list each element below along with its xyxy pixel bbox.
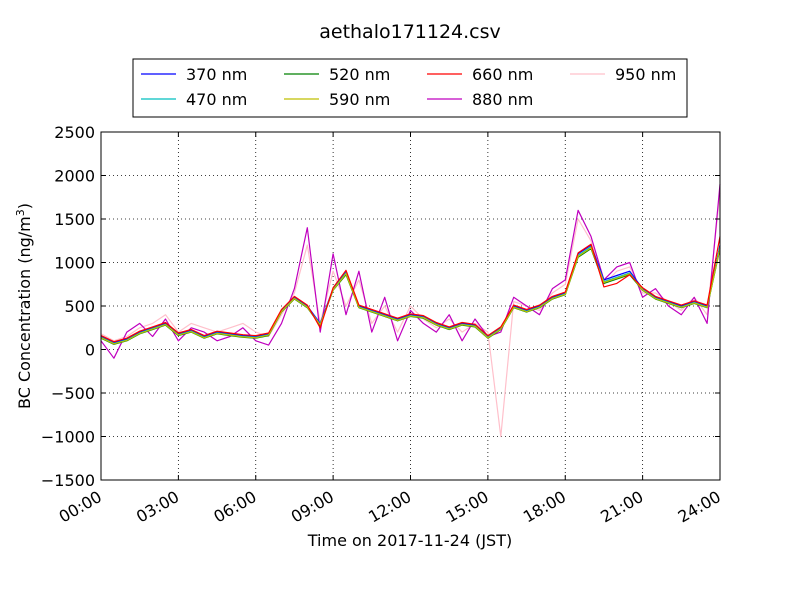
y-tick-label: 0 [85, 341, 95, 360]
y-tick-label: −1000 [41, 428, 95, 447]
series-line-950-nm [100, 192, 721, 438]
x-tick-label: 00:00 [56, 487, 105, 527]
legend: 370 nm 470 nm 520 nm 590 nm 660 nm 880 nm 950 … [132, 58, 688, 118]
x-tick-label: 06:00 [210, 487, 259, 527]
x-axis-label: Time on 2017-11-24 (JST) [307, 531, 512, 550]
x-tick-label: 03:00 [133, 487, 182, 527]
legend-box [132, 58, 688, 118]
y-tick-label: −500 [51, 384, 95, 403]
y-tick-label: 2000 [54, 167, 95, 186]
y-axis-label-sup: 3 [14, 209, 27, 216]
legend-items: 370 nm 470 nm 520 nm 590 nm 660 nm 880 nm 950 … [141, 65, 676, 109]
series-line-590-nm [100, 247, 721, 345]
y-axis-label-close: ) [15, 203, 34, 209]
x-tick-label: 24:00 [675, 487, 724, 527]
y-axis-label: BC Concentration (ng/m3) [14, 203, 35, 409]
x-tick-label: 21:00 [597, 487, 646, 527]
legend-label: 520 nm [329, 65, 390, 84]
legend-label: 470 nm [186, 90, 247, 109]
x-tick-label: 15:00 [442, 487, 491, 527]
legend-label: 660 nm [472, 65, 533, 84]
legend-label: 370 nm [186, 65, 247, 84]
y-tick-label: 1500 [54, 210, 95, 229]
x-tick-label: 18:00 [520, 487, 569, 527]
series-line-880-nm [100, 184, 721, 359]
x-tick-label: 09:00 [288, 487, 337, 527]
y-tick-label: −1500 [41, 471, 95, 490]
y-tick-label: 500 [64, 297, 95, 316]
y-axis: −1500 −1000 −500 0 500 1000 1500 2000 2500 [41, 123, 720, 490]
series-line-660-nm [100, 236, 721, 343]
chart-title: aethalo171124.csv [319, 21, 501, 43]
legend-label: 880 nm [472, 90, 533, 109]
plot-lines [100, 184, 721, 438]
x-axis: 00:00 03:00 06:00 09:00 12:00 15:00 18:00 21:00… [56, 132, 724, 527]
y-axis-label-main: BC Concentration (ng/m [15, 216, 34, 409]
y-tick-label: 2500 [54, 123, 95, 142]
legend-label: 950 nm [615, 65, 676, 84]
series-line-370-nm [100, 244, 721, 344]
legend-label: 590 nm [329, 90, 390, 109]
x-tick-label: 12:00 [365, 487, 414, 527]
y-tick-label: 1000 [54, 254, 95, 273]
